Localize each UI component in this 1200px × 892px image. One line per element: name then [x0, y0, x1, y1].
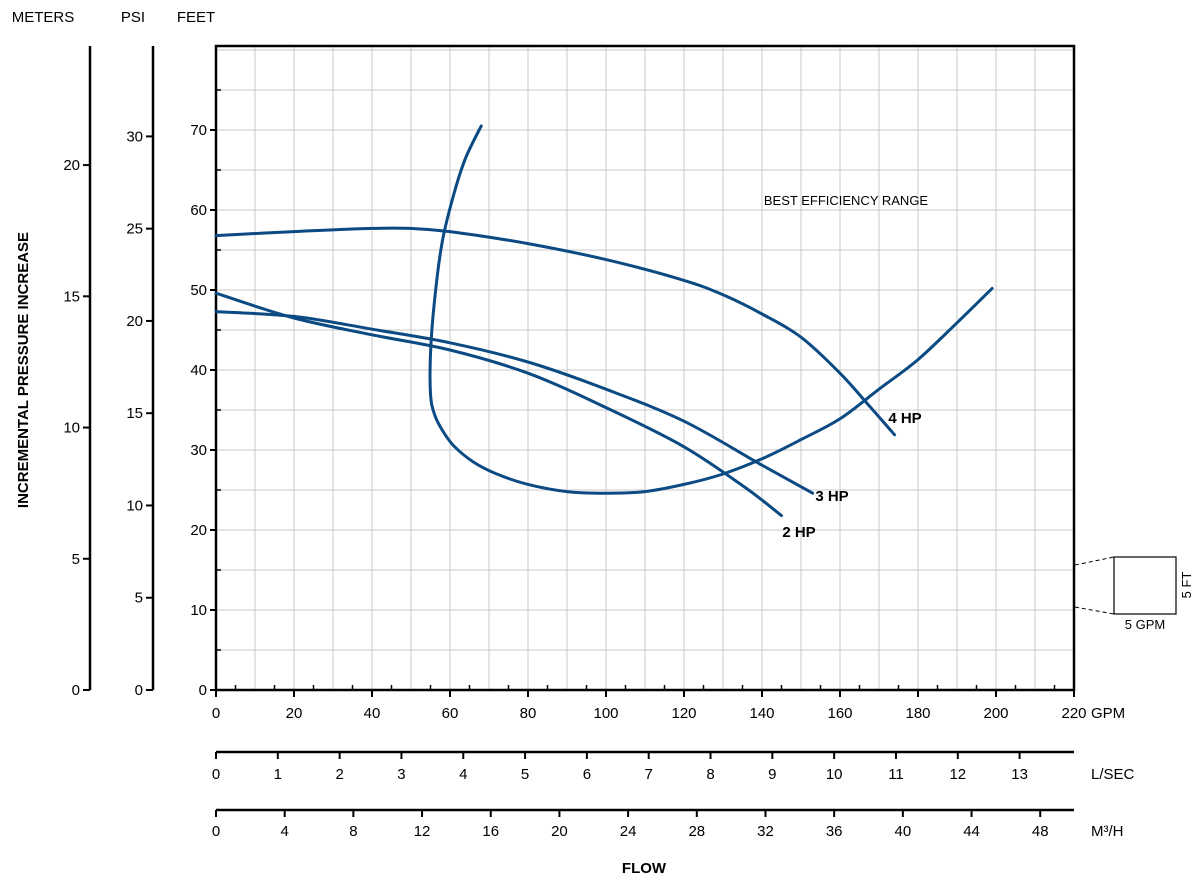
feet-tick-label: 70 — [190, 122, 207, 139]
curves — [214, 124, 994, 518]
m3h-tick-label: 28 — [688, 823, 705, 840]
m3h-tick-label: 0 — [212, 823, 220, 840]
x-axis-title: FLOW — [622, 860, 667, 877]
lsec-tick-label: 7 — [645, 766, 653, 783]
y-axes: 0 10 20 30 40 50 60 70 0 5 10 15 20 25 30 0 5 10 15 20 — [63, 46, 216, 699]
feet-tick-label: 50 — [190, 282, 207, 299]
plot-border — [214, 44, 1076, 692]
meters-tick-label: 20 — [63, 157, 80, 174]
gpm-tick-label: 100 — [593, 705, 618, 722]
lsec-tick-label: 12 — [949, 766, 966, 783]
gpm-tick-label: 20 — [286, 705, 303, 722]
scale-box-rect — [1113, 556, 1177, 615]
gpm-tick-label: 220 — [1061, 705, 1086, 722]
series-label-2hp: 2 HP — [782, 524, 815, 541]
meters-axis-header: METERS — [12, 9, 75, 26]
m3h-tick-label: 4 — [281, 823, 289, 840]
meters-tick-label: 15 — [63, 288, 80, 305]
m3h-tick-label: 40 — [895, 823, 912, 840]
lsec-tick-label: 10 — [826, 766, 843, 783]
plot-frame — [214, 44, 1076, 692]
scale-box: 5 GPM 5 FT — [1074, 556, 1194, 632]
m3h-tick-label: 8 — [349, 823, 357, 840]
gpm-tick-label: 200 — [983, 705, 1008, 722]
lsec-tick-label: 2 — [335, 766, 343, 783]
meters-tick-label: 10 — [63, 420, 80, 437]
gpm-tick-label: 60 — [442, 705, 459, 722]
meters-tick-label: 5 — [72, 551, 80, 568]
psi-tick-label: 0 — [135, 682, 143, 699]
gpm-tick-label: 80 — [520, 705, 537, 722]
curve-2hp — [214, 291, 783, 518]
lsec-tick-label: 5 — [521, 766, 529, 783]
psi-axis-header: PSI — [121, 9, 145, 26]
lsec-tick-label: 6 — [583, 766, 591, 783]
psi-tick-label: 20 — [126, 313, 143, 330]
meters-tick-label: 0 — [72, 682, 80, 699]
feet-axis-header: FEET — [177, 9, 215, 26]
gpm-tick-label: 0 — [212, 705, 220, 722]
lsec-tick-label: 9 — [768, 766, 776, 783]
best-efficiency-curve — [428, 124, 994, 495]
scale-box-leader-top — [1074, 556, 1115, 566]
series-label-3hp: 3 HP — [815, 488, 848, 505]
lsec-tick-label: 4 — [459, 766, 467, 783]
m3h-tick-label: 44 — [963, 823, 980, 840]
lsec-tick-label: 3 — [397, 766, 405, 783]
gpm-tick-label: 180 — [905, 705, 930, 722]
psi-tick-label: 15 — [126, 405, 143, 422]
scale-box-width-label: 5 GPM — [1125, 617, 1165, 632]
psi-tick-label: 25 — [126, 221, 143, 238]
series-label-4hp: 4 HP — [888, 410, 921, 427]
m3h-tick-label: 20 — [551, 823, 568, 840]
m3h-tick-label: 12 — [414, 823, 431, 840]
feet-tick-label: 0 — [199, 682, 207, 699]
m3h-tick-label: 24 — [620, 823, 637, 840]
feet-tick-label: 60 — [190, 202, 207, 219]
gpm-tick-label: 40 — [364, 705, 381, 722]
feet-tick-label: 30 — [190, 442, 207, 459]
psi-tick-label: 10 — [126, 497, 143, 514]
feet-tick-label: 40 — [190, 362, 207, 379]
m3h-tick-label: 48 — [1032, 823, 1049, 840]
grid-lines — [216, 46, 1074, 690]
best-efficiency-range-label: BEST EFFICIENCY RANGE — [764, 193, 929, 208]
gpm-tick-label: 120 — [671, 705, 696, 722]
lsec-tick-label: 13 — [1011, 766, 1028, 783]
gpm-tick-label: 160 — [827, 705, 852, 722]
m3h-tick-label: 36 — [826, 823, 843, 840]
scale-box-height-label: 5 FT — [1179, 572, 1194, 599]
feet-tick-label: 10 — [190, 602, 207, 619]
m3h-tick-label: 16 — [482, 823, 499, 840]
curve-4hp — [214, 226, 897, 437]
m3h-tick-label: 32 — [757, 823, 774, 840]
gpm-unit-label: GPM — [1091, 705, 1125, 722]
gpm-tick-label: 140 — [749, 705, 774, 722]
curve-3hp — [214, 310, 815, 495]
y-axis-title: INCREMENTAL PRESSURE INCREASE — [15, 232, 32, 508]
psi-tick-label: 5 — [135, 590, 143, 607]
lsec-tick-label: 1 — [274, 766, 282, 783]
scale-box-leader-bottom — [1074, 606, 1115, 615]
lsec-tick-label: 0 — [212, 766, 220, 783]
feet-tick-label: 20 — [190, 522, 207, 539]
lsec-unit-label: L/SEC — [1091, 766, 1135, 783]
m3h-unit-label: M³/H — [1091, 823, 1124, 840]
psi-tick-label: 30 — [126, 128, 143, 145]
lsec-tick-label: 11 — [888, 766, 904, 783]
lsec-tick-label: 8 — [706, 766, 714, 783]
